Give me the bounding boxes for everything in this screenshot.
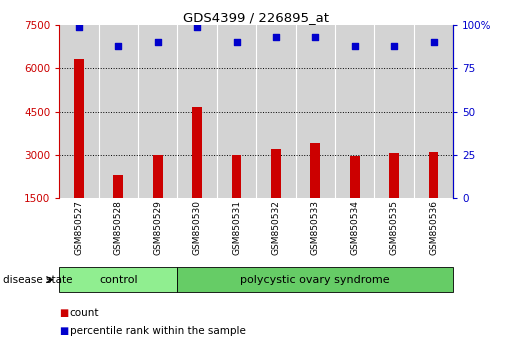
Point [193, 24, 201, 29]
Bar [256, 25, 296, 198]
Title: GDS4399 / 226895_at: GDS4399 / 226895_at [183, 11, 329, 24]
Bar [389, 153, 399, 198]
Bar [296, 25, 335, 198]
Text: polycystic ovary syndrome: polycystic ovary syndrome [241, 275, 390, 285]
Bar [192, 107, 202, 198]
Bar [311, 143, 320, 198]
Bar [271, 149, 281, 198]
Bar [335, 25, 374, 198]
Text: count: count [70, 308, 99, 318]
Point [232, 39, 241, 45]
Bar [113, 175, 123, 198]
Bar [153, 155, 163, 198]
Bar [74, 59, 84, 198]
Bar [177, 25, 217, 198]
Bar [217, 25, 256, 198]
Bar [374, 25, 414, 198]
Point [114, 43, 123, 48]
Point [351, 43, 359, 48]
Text: ■: ■ [59, 326, 68, 336]
Text: control: control [99, 275, 138, 285]
Text: percentile rank within the sample: percentile rank within the sample [70, 326, 246, 336]
Point [75, 24, 83, 29]
Text: ■: ■ [59, 308, 68, 318]
Bar [350, 156, 359, 198]
Text: disease state: disease state [3, 275, 72, 285]
Point [430, 39, 438, 45]
Bar [138, 25, 177, 198]
Bar [98, 25, 138, 198]
Point [153, 39, 162, 45]
Point [272, 34, 280, 40]
Bar [232, 155, 242, 198]
Bar [414, 25, 453, 198]
Point [390, 43, 398, 48]
Point [311, 34, 319, 40]
Bar [428, 152, 438, 198]
Bar [59, 25, 98, 198]
